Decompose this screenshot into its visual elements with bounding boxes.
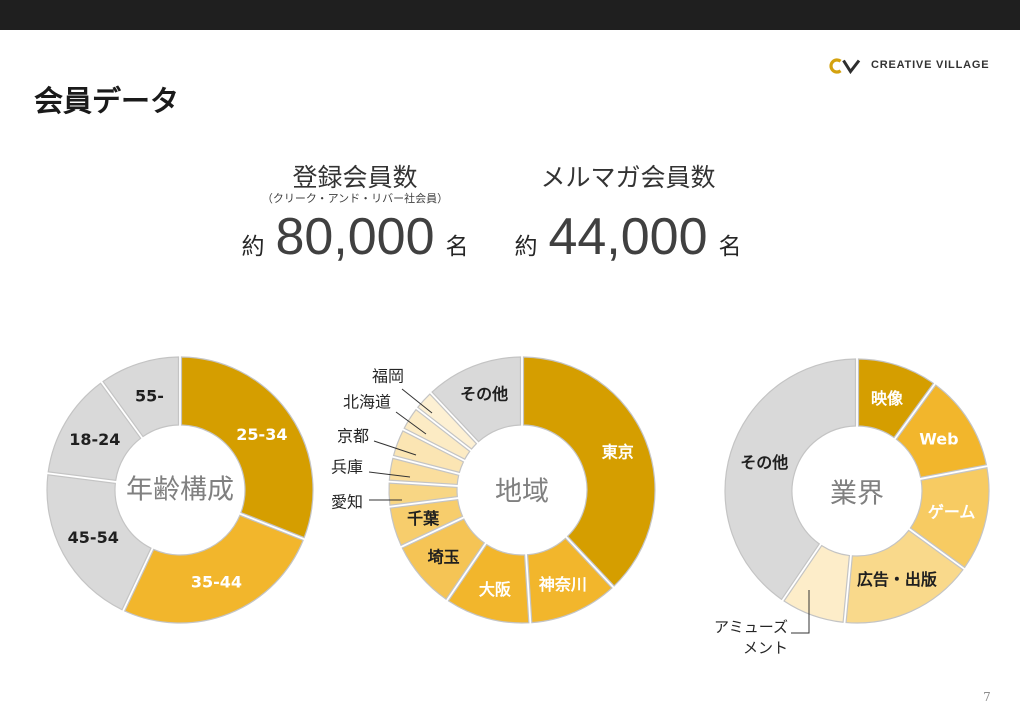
- registered-members-stat: 登録会員数 （クリーク・アンド・リバー社会員） 約 80,000 名: [220, 161, 490, 271]
- industry-slices: [724, 358, 990, 624]
- page-title: 会員データ: [34, 84, 180, 118]
- region-slice-2: [526, 537, 613, 624]
- industry-slice-label-3: ゲーム: [928, 503, 976, 522]
- callout-line-hyogo: [368, 471, 411, 478]
- age-slice-label-2: 35-44: [191, 573, 242, 592]
- stat-prefix: 約: [514, 234, 538, 260]
- age-slices: [46, 356, 314, 624]
- industry-slice-label-2: Web: [919, 430, 958, 449]
- region-slice-label-4: 埼玉: [428, 547, 460, 566]
- stat-note: （クリーク・アンド・リバー社会員）: [261, 192, 449, 205]
- page-number: 7: [983, 690, 991, 704]
- region-slice-label-3: 大阪: [479, 580, 512, 599]
- region-slice-10: [416, 393, 478, 450]
- callout-label-hokkaido: 北海道: [343, 393, 391, 412]
- callout-label-fukuoka: 福岡: [372, 367, 404, 386]
- stat-label: 登録会員数: [292, 163, 418, 192]
- region-slice-label-5: 千葉: [407, 509, 440, 528]
- company-logo: CREATIVE VILLAGE: [829, 57, 989, 74]
- region-slice-label-1: 東京: [602, 443, 634, 462]
- callout-line-amusement: [791, 590, 810, 634]
- callout-label-amusement: アミューズメント: [714, 618, 788, 657]
- region-slice-7: [388, 457, 460, 486]
- age-slice-label-3: 45-54: [68, 528, 119, 547]
- age-slice-3: [46, 474, 152, 611]
- region-slice-8: [392, 430, 465, 474]
- industry-slice-label-6: その他: [740, 453, 788, 472]
- industry-slice-2: [895, 384, 988, 479]
- callout-line-fukuoka: [401, 388, 433, 414]
- logo-text: CREATIVE VILLAGE: [871, 59, 990, 71]
- age-chart-title: 年齢構成: [126, 475, 234, 506]
- stat-unit: 名: [445, 234, 469, 260]
- stat-unit: 名: [718, 234, 742, 260]
- stat-prefix: 約: [241, 234, 265, 260]
- stat-number: 44,000: [548, 208, 708, 266]
- region-slice-1: [522, 356, 656, 587]
- industry-slice-1: [857, 358, 935, 439]
- region-slices: [388, 356, 656, 624]
- callout-line-hokkaido: [395, 411, 427, 435]
- age-donut-chart: 25-34 35-44 45-54 18-24 55- 年齢構成: [46, 356, 314, 624]
- stat-label: メルマガ会員数: [540, 163, 716, 192]
- top-bar: [0, 0, 1020, 30]
- industry-slice-5: [783, 544, 851, 623]
- age-slice-label-5: 55-: [135, 386, 164, 405]
- region-slice-9: [403, 408, 471, 460]
- age-slice-5: [102, 356, 180, 438]
- region-slice-11: [431, 356, 522, 443]
- industry-slice-6: [724, 358, 857, 601]
- region-callouts: 福岡 北海道 京都 兵庫 愛知: [331, 367, 433, 512]
- industry-slice-3: [909, 467, 990, 569]
- age-slice-labels: 25-34 35-44 45-54 18-24 55-: [68, 386, 288, 591]
- region-chart-title: 地域: [495, 477, 549, 508]
- industry-chart-title: 業界: [830, 479, 884, 510]
- age-slice-1: [180, 356, 314, 539]
- region-slice-5: [389, 498, 464, 547]
- stat-number: 80,000: [275, 208, 435, 266]
- age-slice-4: [47, 382, 142, 482]
- region-slice-3: [447, 543, 530, 624]
- age-slice-label-1: 25-34: [236, 425, 287, 444]
- stat-value-row: 約 44,000 名: [493, 209, 763, 265]
- industry-slice-label-1: 映像: [871, 389, 904, 408]
- industry-slice-label-4: 広告・出版: [857, 570, 937, 589]
- stat-value-row: 約 80,000 名: [220, 209, 490, 265]
- industry-slice-4: [845, 529, 964, 624]
- newsletter-members-stat: メルマガ会員数 約 44,000 名: [493, 161, 763, 271]
- callout-line-kyoto: [373, 440, 417, 456]
- region-slice-4: [401, 518, 486, 600]
- callout-label-hyogo: 兵庫: [331, 458, 363, 477]
- age-slice-label-4: 18-24: [69, 430, 120, 449]
- region-slice-6: [388, 482, 458, 506]
- age-slice-2: [123, 514, 304, 624]
- callout-label-kyoto: 京都: [337, 427, 369, 446]
- region-slice-label-2: 神奈川: [539, 575, 587, 594]
- creative-village-logo-icon: [829, 57, 861, 74]
- region-slice-label-11: その他: [460, 385, 508, 404]
- callout-label-aichi: 愛知: [331, 493, 363, 512]
